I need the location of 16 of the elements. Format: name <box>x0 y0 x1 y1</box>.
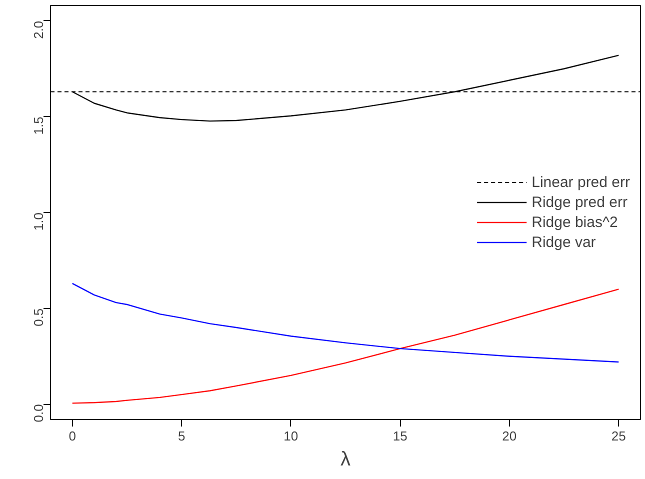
x-tick-label: 0 <box>68 428 76 444</box>
legend-label: Ridge pred err <box>532 194 628 210</box>
y-tick-label: 2.0 <box>31 20 46 39</box>
y-tick-label: 1.0 <box>31 212 46 231</box>
legend-label: Ridge var <box>532 234 596 250</box>
x-tick-label: 15 <box>392 428 408 444</box>
y-tick-label: 1.5 <box>31 116 46 135</box>
x-tick-label: 5 <box>178 428 186 444</box>
legend-label: Ridge bias^2 <box>532 214 618 230</box>
x-tick-label: 20 <box>502 428 517 444</box>
legend-label: Linear pred err <box>532 174 630 190</box>
x-axis-title: λ <box>340 448 350 470</box>
y-tick-label: 0.0 <box>31 404 46 422</box>
y-tick-label: 0.5 <box>31 308 46 326</box>
x-tick-label: 10 <box>284 428 298 444</box>
x-tick-label: 25 <box>611 428 626 444</box>
